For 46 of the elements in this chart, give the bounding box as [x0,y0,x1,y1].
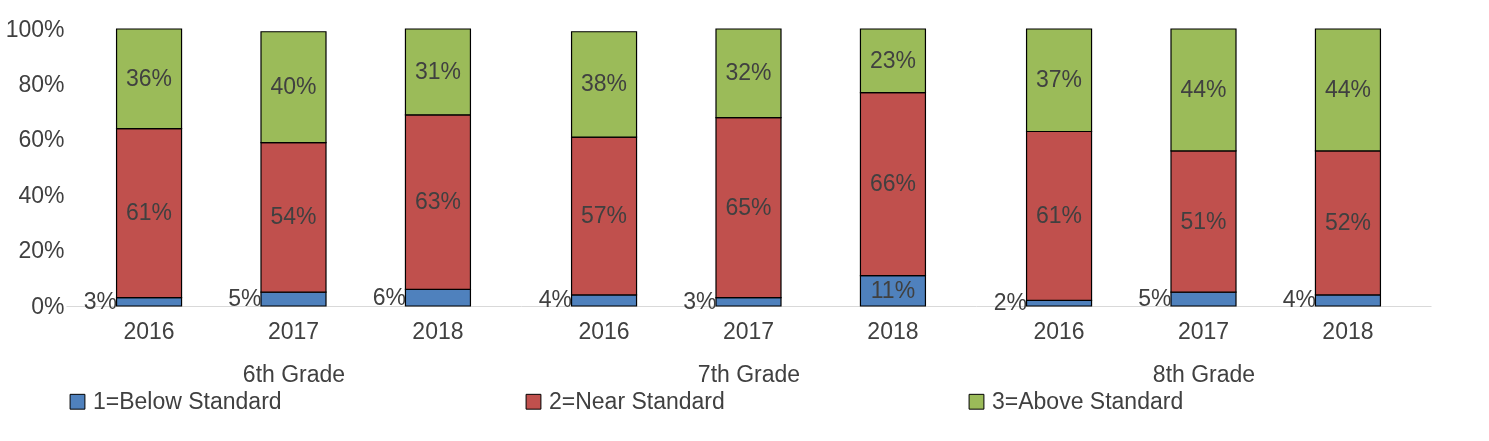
x-tick-label: 2016 [123,317,175,344]
data-label: 61% [126,199,173,226]
data-label: 38% [581,70,628,97]
data-label: 44% [1324,75,1371,102]
data-label: 63% [414,188,461,215]
y-tick-label: 40% [18,181,65,208]
data-label: 31% [414,57,461,84]
data-label: 3% [83,287,118,314]
x-tick-label: 2016 [1033,317,1085,344]
data-label: 6% [372,283,406,310]
x-tick-label: 2018 [867,317,919,344]
legend-label: 3=Above Standard [992,387,1184,414]
data-label: 40% [270,73,317,100]
y-tick-label: 80% [18,70,65,97]
data-label: 44% [1180,75,1227,102]
y-tick-label: 100% [5,15,65,42]
data-label: 11% [870,276,916,303]
data-label: 61% [1036,201,1083,228]
legend-label: 2=Near Standard [549,387,725,414]
data-label: 3% [683,287,717,314]
data-label: 37% [1036,66,1083,93]
x-tick-label: 2017 [722,317,775,344]
x-tick-label: 2018 [1322,317,1374,344]
data-label: 36% [126,64,173,91]
data-label: 51% [1180,207,1227,234]
data-label: 4% [538,286,573,313]
data-label: 52% [1324,208,1371,235]
data-label: 57% [581,201,628,228]
data-label: 66% [869,170,916,197]
data-label: 4% [1282,286,1316,313]
x-axis-title: 7th Grade [697,360,801,387]
data-label: 32% [725,59,772,86]
data-label: 2% [993,289,1028,316]
data-label: 23% [869,46,916,73]
x-tick-label: 2016 [578,317,630,344]
y-tick-label: 60% [18,126,65,153]
data-label: 54% [270,203,317,230]
y-tick-label: 0% [31,292,65,319]
x-axis-title: 6th Grade [242,360,346,387]
x-axis-title: 8th Grade [1152,360,1256,387]
y-tick-label: 20% [18,237,65,264]
data-label: 65% [725,193,772,220]
x-tick-label: 2017 [267,317,320,344]
x-tick-label: 2017 [1177,317,1230,344]
legend-label: 1=Below Standard [93,387,282,414]
x-tick-label: 2018 [412,317,464,344]
